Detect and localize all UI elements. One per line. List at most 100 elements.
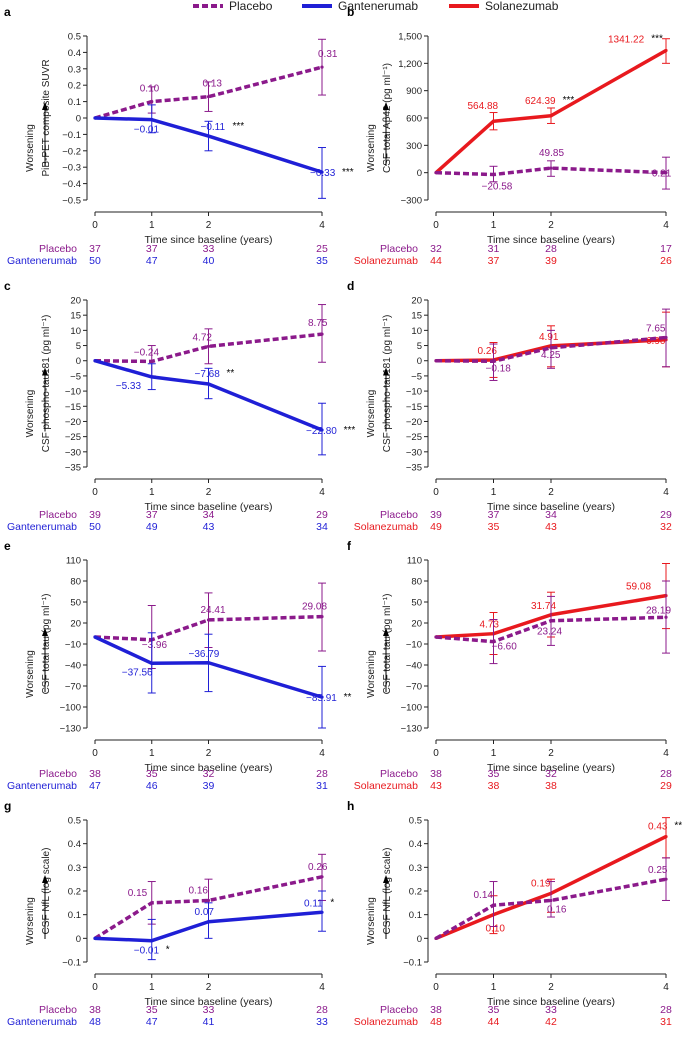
- series-line: [435, 877, 667, 940]
- x-axis-label: Time since baseline (years): [487, 762, 615, 774]
- data-label: −0.18: [486, 363, 512, 374]
- series-gantenerumab: −5.33 −7.68 ** −22.80 ***: [93, 359, 355, 456]
- x-axis-label: Time since baseline (years): [145, 501, 273, 513]
- series-line: [94, 614, 323, 642]
- x-tick-label: 4: [663, 748, 669, 759]
- y-axis-label: CSF phospho-tau181 (pg ml⁻¹): [41, 315, 52, 453]
- panel-letter: g: [4, 799, 11, 813]
- data-label: 0.25: [648, 865, 668, 876]
- worsening-label: Worsening: [366, 124, 377, 172]
- x-tick-label: 2: [548, 982, 554, 993]
- data-label: 0.10: [486, 924, 506, 935]
- x-tick-label: 0: [92, 748, 98, 759]
- y-tick-label: 20: [70, 619, 81, 630]
- y-tick-label: −300: [401, 196, 422, 207]
- y-tick-label: 0: [76, 934, 81, 945]
- x-tick-label: 0: [433, 220, 439, 231]
- panel-letter: b: [347, 5, 354, 19]
- y-tick-label: −0.1: [403, 958, 422, 969]
- count-value: 35: [488, 768, 500, 780]
- series-solanezumab: 4.73 31.74 59.08: [434, 563, 670, 655]
- count-row-label: Gantenerumab: [7, 255, 77, 267]
- y-tick-label: −0.3: [62, 163, 81, 174]
- count-value: 41: [203, 1016, 215, 1028]
- count-value: 39: [89, 509, 101, 521]
- worsening-label: Worsening: [25, 124, 36, 172]
- data-label: 8.75: [308, 318, 328, 329]
- x-tick-label: 0: [92, 982, 98, 993]
- worsening-arrow-head: [42, 875, 48, 883]
- count-row-label: Solanezumab: [354, 521, 418, 533]
- count-value: 48: [89, 1016, 101, 1028]
- y-tick-label: 0.4: [68, 839, 81, 850]
- data-point: [150, 118, 154, 122]
- data-label: 0.19: [531, 878, 551, 889]
- count-value: 31: [660, 1016, 672, 1028]
- data-point: [434, 936, 438, 940]
- y-tick-label: 0.4: [409, 839, 422, 850]
- data-point: [664, 877, 668, 881]
- count-value: 47: [146, 1016, 158, 1028]
- x-tick-label: 0: [433, 748, 439, 759]
- data-point: [491, 172, 496, 177]
- series-placebo: −0.24 4.72 8.75: [93, 304, 328, 377]
- y-tick-label: −15: [406, 402, 422, 413]
- worsening-arrow-head: [42, 628, 48, 636]
- count-value: 50: [89, 521, 101, 533]
- panels: a0.50.40.30.20.10−0.1−0.2−0.3−0.4−0.50 1 2…: [4, 5, 682, 1028]
- y-axis-label: CSF NfL (log scale): [382, 848, 393, 935]
- count-value: 17: [660, 243, 672, 255]
- y-tick-label: 50: [411, 598, 422, 609]
- x-tick-label: 1: [149, 220, 155, 231]
- count-value: 38: [89, 1004, 101, 1016]
- data-label: 59.08: [626, 582, 651, 593]
- data-point: [664, 335, 668, 340]
- y-tick-label: −70: [65, 682, 81, 693]
- data-label: 7.65: [646, 323, 666, 334]
- y-tick-label: −130: [401, 724, 422, 735]
- count-value: 38: [545, 780, 557, 792]
- data-label: −0.01: [134, 946, 160, 957]
- series-line: [94, 65, 323, 120]
- x-tick-label: 1: [149, 748, 155, 759]
- y-tick-label: −0.5: [62, 196, 81, 207]
- data-point: [434, 359, 438, 363]
- y-tick-label: −25: [65, 432, 81, 443]
- y-tick-label: 15: [70, 311, 81, 322]
- data-point: [664, 615, 668, 619]
- y-tick-label: −5: [70, 371, 81, 382]
- count-value: 35: [316, 255, 328, 267]
- x-tick-label: 2: [548, 220, 554, 231]
- data-point: [664, 48, 668, 53]
- count-row-label: Gantenerumab: [7, 521, 77, 533]
- count-value: 31: [488, 243, 500, 255]
- y-tick-label: 1,200: [398, 59, 422, 70]
- count-value: 31: [316, 780, 328, 792]
- count-row-label: Placebo: [39, 768, 77, 780]
- y-tick-label: −35: [65, 463, 81, 474]
- y-tick-label: −10: [406, 387, 422, 398]
- data-point: [206, 618, 211, 622]
- data-label: 49.85: [539, 148, 564, 159]
- data-point: [93, 635, 97, 639]
- panel-g: g 0.5 0.4 0.3 0.2 0.1 0 −0.1 0 1 2 4 Time since base…: [4, 799, 334, 1028]
- significance-marker: **: [674, 821, 682, 832]
- series-placebo: −0.18 4.25 7.65: [434, 308, 670, 381]
- y-tick-label: 0.5: [409, 816, 422, 827]
- count-value: 42: [545, 1016, 557, 1028]
- worsening-label: Worsening: [366, 390, 377, 438]
- data-point: [206, 920, 211, 924]
- y-tick-label: 0.2: [68, 887, 81, 898]
- count-value: 32: [545, 768, 557, 780]
- data-point: [320, 332, 324, 336]
- count-row-label: Placebo: [39, 1004, 77, 1016]
- y-tick-label: 1,500: [398, 32, 422, 43]
- y-tick-label: 0.1: [68, 910, 81, 921]
- x-tick-label: 1: [491, 748, 497, 759]
- data-point: [549, 114, 553, 118]
- y-tick-label: 0.2: [68, 81, 81, 92]
- y-tick-label: −0.4: [62, 179, 81, 190]
- x-axis-label: Time since baseline (years): [487, 501, 615, 513]
- significance-marker: *: [330, 897, 334, 908]
